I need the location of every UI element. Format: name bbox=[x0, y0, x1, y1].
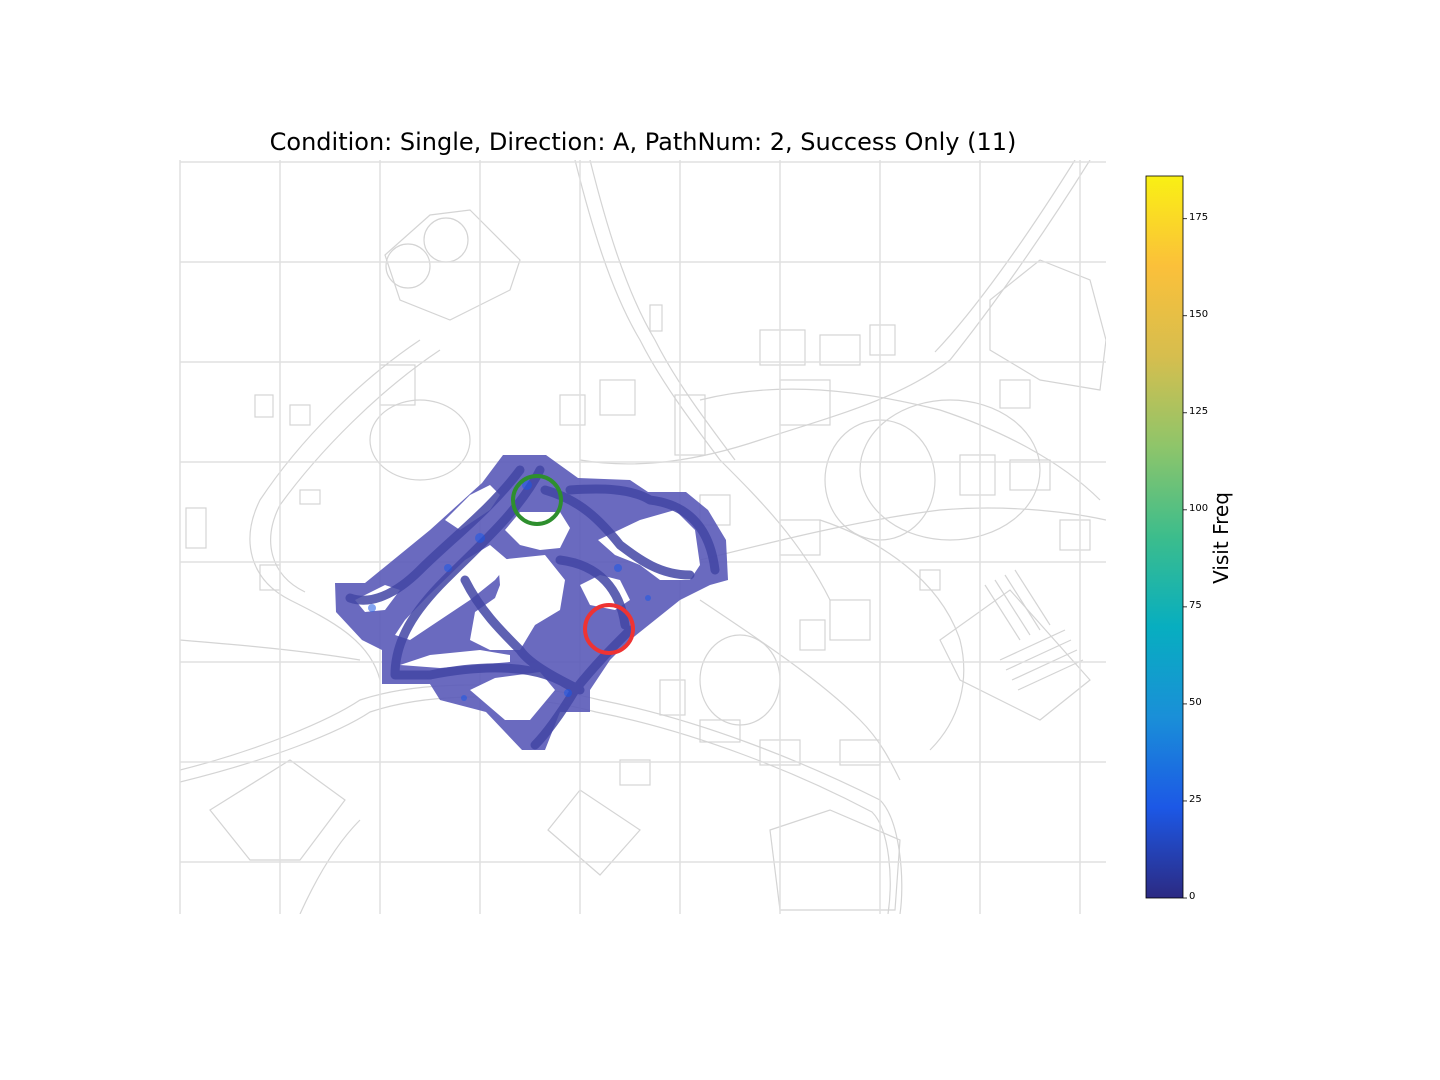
map-road bbox=[180, 696, 891, 914]
map-area bbox=[989, 259, 1106, 391]
heat-hole bbox=[470, 672, 555, 720]
heat-paths bbox=[345, 465, 720, 750]
heat-hotspot bbox=[522, 480, 532, 490]
map-road bbox=[270, 349, 441, 593]
map-road bbox=[249, 339, 421, 681]
colorbar-tick-label: 0 bbox=[1189, 891, 1196, 902]
map-building bbox=[674, 394, 706, 456]
colorbar bbox=[1145, 175, 1184, 899]
heat-path bbox=[460, 575, 585, 695]
heat-hotspots bbox=[368, 480, 651, 701]
colorbar-tick-label: 75 bbox=[1189, 599, 1202, 611]
map-building bbox=[919, 569, 941, 591]
grid-lines bbox=[179, 160, 1106, 914]
map-building bbox=[299, 489, 321, 505]
map-road bbox=[934, 160, 1076, 353]
goal-marker bbox=[583, 603, 635, 655]
heat-path bbox=[540, 485, 695, 580]
map-building bbox=[599, 379, 636, 416]
map-road bbox=[299, 819, 361, 914]
colorbar-tick-label: 25 bbox=[1189, 793, 1202, 805]
map-road bbox=[699, 388, 1101, 501]
heatmap-visit-region bbox=[335, 455, 728, 750]
map-building bbox=[999, 379, 1031, 409]
heat-path bbox=[555, 555, 630, 630]
map-road bbox=[579, 160, 1091, 465]
map-area bbox=[939, 589, 1091, 721]
heat-hotspot bbox=[614, 564, 622, 572]
map-building bbox=[869, 324, 896, 356]
heat-hotspot bbox=[368, 604, 376, 612]
map-roundabout bbox=[859, 399, 1041, 541]
map-roundabout bbox=[369, 399, 471, 481]
map-building bbox=[829, 599, 871, 641]
map-building bbox=[799, 619, 826, 651]
map-building bbox=[759, 329, 806, 366]
heat-hole bbox=[598, 510, 700, 580]
map-building bbox=[619, 759, 651, 786]
heat-hotspot bbox=[564, 689, 572, 697]
background-map bbox=[180, 160, 1106, 914]
map-building bbox=[959, 454, 996, 496]
map-area bbox=[209, 759, 346, 861]
map-tank bbox=[385, 243, 431, 289]
colorbar-tick-label: 175 bbox=[1189, 211, 1209, 223]
map-area bbox=[384, 209, 521, 321]
heat-path bbox=[565, 484, 720, 575]
map-building bbox=[779, 379, 831, 426]
heat-hotspot bbox=[645, 595, 651, 601]
chart-title: Condition: Single, Direction: A, PathNum… bbox=[269, 128, 1017, 156]
map-building bbox=[819, 334, 861, 366]
heat-hotspot bbox=[475, 533, 485, 543]
heat-path bbox=[570, 625, 635, 695]
colorbar-label: Visit Freq bbox=[1209, 492, 1233, 584]
map-road bbox=[699, 599, 901, 781]
colorbar-tick-label: 100 bbox=[1189, 502, 1209, 514]
heat-hotspot bbox=[444, 564, 452, 572]
map-building bbox=[379, 364, 416, 406]
map-building bbox=[649, 304, 663, 332]
heat-hole bbox=[445, 485, 500, 530]
map-building bbox=[185, 507, 207, 549]
map-tank bbox=[423, 217, 469, 263]
map-building bbox=[559, 394, 586, 426]
map-building bbox=[254, 394, 274, 418]
heat-hole bbox=[395, 545, 510, 640]
colorbar-tick-label: 125 bbox=[1189, 405, 1209, 417]
map-road bbox=[699, 507, 1106, 561]
map-road bbox=[180, 684, 903, 914]
map-building bbox=[699, 719, 741, 743]
heat-path bbox=[390, 465, 545, 680]
map-roundabout bbox=[699, 634, 781, 726]
map-area bbox=[547, 789, 641, 876]
colorbar-ticks bbox=[1183, 218, 1187, 899]
colorbar-tick-label: 50 bbox=[1189, 696, 1202, 708]
map-area bbox=[769, 809, 901, 911]
heat-hole bbox=[505, 512, 570, 550]
heat-path bbox=[345, 465, 525, 605]
colorbar-tick-label: 150 bbox=[1189, 308, 1209, 320]
map-building bbox=[289, 404, 311, 426]
map-building bbox=[1059, 519, 1091, 551]
heat-hotspot bbox=[461, 695, 467, 701]
map-road bbox=[180, 639, 361, 661]
map-road bbox=[819, 519, 965, 751]
map-building bbox=[1009, 459, 1051, 491]
map-parking-lines bbox=[984, 569, 1084, 691]
map-road bbox=[589, 160, 736, 461]
start-marker bbox=[511, 474, 563, 526]
map-building bbox=[659, 679, 686, 716]
heat-hole bbox=[400, 650, 510, 668]
